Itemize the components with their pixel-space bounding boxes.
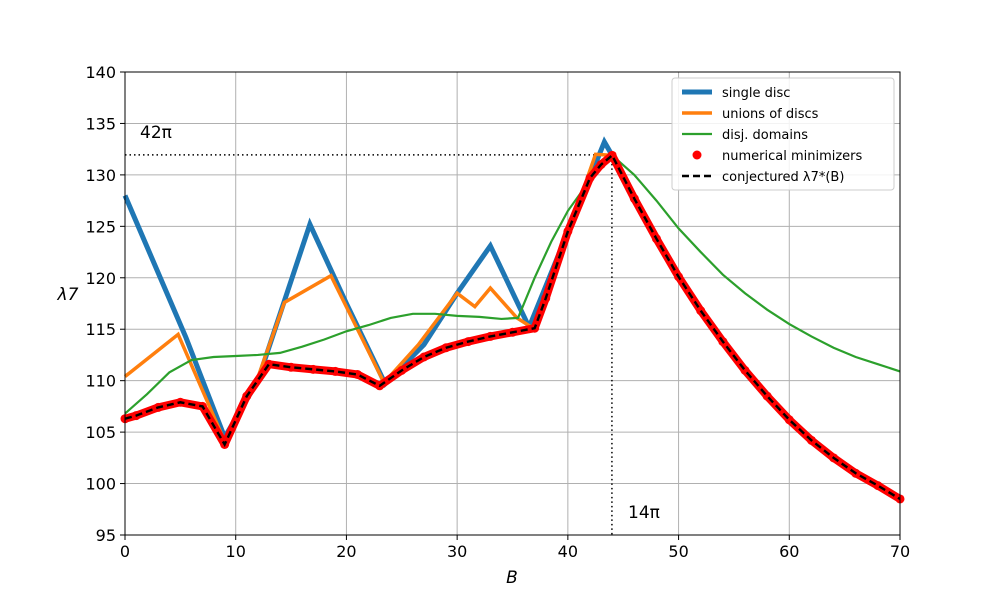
vline-annotation: 14π: [628, 503, 660, 523]
legend-box: [671, 77, 895, 191]
y-tick-label: 130: [85, 166, 116, 185]
minimizer-point: [286, 362, 296, 372]
legend-marker: [692, 150, 702, 160]
x-tick-label: 20: [336, 542, 356, 561]
y-tick-label: 95: [96, 526, 116, 545]
x-tick-label: 30: [447, 542, 467, 561]
x-tick-label: 70: [890, 542, 910, 561]
legend-label: unions of discs: [722, 107, 819, 122]
minimizer-point: [308, 364, 318, 374]
y-tick-label: 115: [85, 320, 116, 339]
series-disj-domains-line: [124, 153, 901, 415]
minimizer-point: [330, 366, 340, 376]
series-conjectured-line: [124, 153, 901, 501]
y-tick-label: 110: [85, 372, 116, 391]
x-tick-label: 60: [779, 542, 799, 561]
ticks: 0 10 20 30 40 50 60 70 95 100 105 110 115 120 125 130 13…: [85, 63, 910, 561]
legend-label: conjectured λ7*(B): [722, 170, 844, 185]
x-tick-label: 50: [668, 542, 688, 561]
series-numerical-minimizers-band: [121, 151, 904, 503]
legend-label: single disc: [722, 86, 790, 101]
y-tick-label: 100: [85, 475, 116, 494]
y-tick-label: 105: [85, 423, 116, 442]
x-axis-label: B: [506, 568, 518, 588]
plot-frame: [124, 71, 901, 536]
y-tick-label: 120: [85, 269, 116, 288]
legend: single disc unions of discs disj. domains n…: [671, 77, 895, 191]
series-unions-of-discs-line: [123, 152, 901, 501]
legend-label: numerical minimizers: [722, 149, 863, 164]
x-tick-label: 40: [558, 542, 578, 561]
y-tick-label: 140: [85, 63, 116, 82]
series-group: [120, 136, 905, 504]
y-tick-label: 125: [85, 217, 116, 236]
legend-label: disj. domains: [722, 128, 808, 143]
reference-lines: [125, 154, 613, 535]
y-axis-label: λ7: [57, 285, 79, 305]
x-tick-label: 10: [226, 542, 246, 561]
hline-annotation: 42π: [140, 123, 172, 143]
x-tick-label: 0: [120, 542, 130, 561]
y-tick-label: 135: [85, 114, 116, 133]
